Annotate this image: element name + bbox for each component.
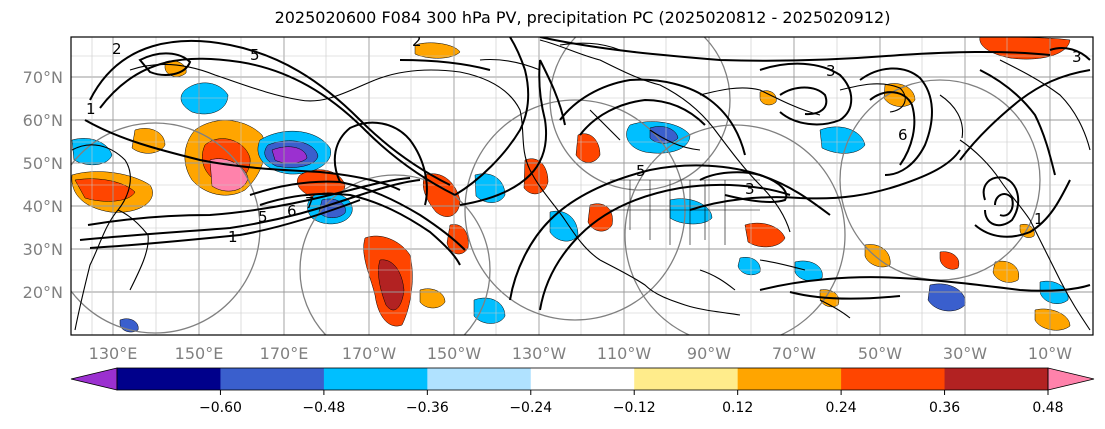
- contour-label: 3: [1072, 48, 1082, 66]
- pv-contours: [79, 37, 1091, 311]
- lon-label: 110°W: [597, 344, 652, 363]
- colorbar-tick-label: −0.48: [302, 400, 345, 416]
- contour-label: 5: [636, 162, 646, 180]
- colorbar-segment: [530, 368, 635, 390]
- borders: [610, 179, 760, 245]
- lon-label: 70°W: [772, 344, 816, 363]
- lon-label: 30°W: [943, 344, 987, 363]
- contour-label: 3: [826, 62, 836, 80]
- contour-label: 5: [258, 208, 268, 226]
- contour-label: 1: [1034, 210, 1044, 228]
- lon-label: 170°E: [260, 344, 309, 363]
- lat-label: 60°N: [23, 111, 63, 130]
- lon-label: 10°W: [1028, 344, 1072, 363]
- lon-label: 90°W: [687, 344, 731, 363]
- colorbar: [70, 367, 1095, 391]
- lat-labels: 20°N 30°N 40°N 50°N 60°N 70°N: [23, 68, 63, 302]
- gray-circles: [71, 37, 1041, 335]
- colorbar-segment: [841, 368, 946, 390]
- colorbar-border: [116, 367, 1049, 391]
- lon-label: 150°W: [427, 344, 482, 363]
- contour-labels: 2 5 1 5 6 7 1 5 3 6 1 3 3 2: [86, 32, 1082, 246]
- lat-label: 50°N: [23, 154, 63, 173]
- contour-label: 2: [112, 40, 122, 58]
- contour-label: 3: [745, 180, 755, 198]
- lon-label: 130°W: [512, 344, 567, 363]
- colorbar-tick-label: 0.12: [722, 400, 753, 416]
- map-content: 2 5 1 5 6 7 1 5 3 6 1 3 3 2: [71, 32, 1093, 335]
- colorbar-ticks: −0.60 −0.48 −0.36 −0.24 −0.12 0.12 0.24 0.36 0.4…: [199, 390, 1064, 416]
- colorbar-extension-high: [1047, 367, 1095, 391]
- colorbar-tick-label: 0.24: [826, 400, 857, 416]
- contour-label: 6: [287, 202, 297, 220]
- coastlines: [71, 39, 1091, 331]
- contour-label: 1: [228, 228, 238, 246]
- colorbar-segment: [944, 368, 1049, 390]
- lon-label: 130°E: [89, 344, 138, 363]
- colorbar-tick-label: −0.60: [199, 400, 242, 416]
- colorbar-segment: [220, 368, 325, 390]
- lon-label: 50°W: [858, 344, 902, 363]
- colorbar-tick-label: −0.12: [613, 400, 656, 416]
- colorbar-segment: [323, 368, 428, 390]
- colorbar-tick-label: −0.24: [509, 400, 552, 416]
- lat-label: 30°N: [23, 240, 63, 259]
- graticule: [71, 37, 1093, 335]
- contour-label: 6: [898, 126, 908, 144]
- lon-labels: 130°E 150°E 170°E 170°W 150°W 130°W 110°…: [89, 344, 1073, 363]
- colorbar-tick-label: 0.48: [1032, 400, 1063, 416]
- lat-label: 20°N: [23, 283, 63, 302]
- contour-label: 2: [412, 32, 422, 50]
- colorbar-extension-low: [70, 367, 118, 391]
- map-title: 2025020600 F084 300 hPa PV, precipitatio…: [274, 8, 891, 27]
- lat-label: 70°N: [23, 68, 63, 87]
- lon-label: 150°E: [175, 344, 224, 363]
- colorbar-tick-label: −0.36: [406, 400, 449, 416]
- colorbar-segment: [634, 368, 739, 390]
- colorbar-segment: [427, 368, 532, 390]
- contour-label: 7: [305, 194, 315, 212]
- colorbar-tick-label: 0.36: [929, 400, 960, 416]
- lat-label: 40°N: [23, 197, 63, 216]
- colorbar-segment: [737, 368, 842, 390]
- contour-label: 5: [250, 46, 260, 64]
- colorbar-segment: [117, 368, 221, 390]
- map-frame: [70, 36, 1094, 336]
- lon-label: 170°W: [342, 344, 397, 363]
- contour-label: 1: [86, 100, 96, 118]
